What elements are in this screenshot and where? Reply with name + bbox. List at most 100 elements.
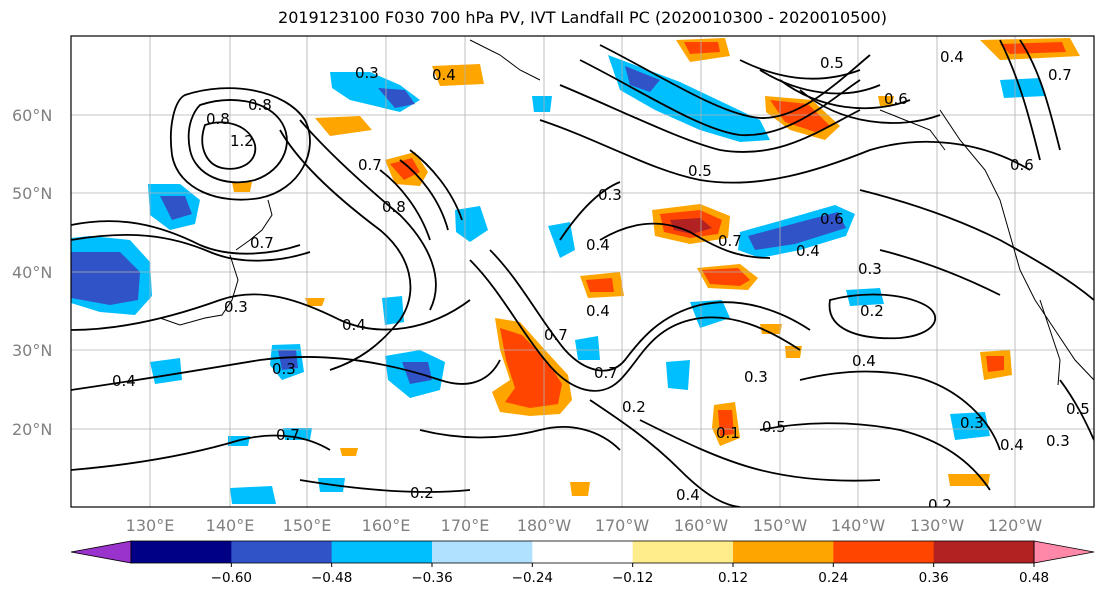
- positive-anomaly-blob: [340, 448, 358, 456]
- colorbar-segment: [933, 541, 1035, 563]
- negative-anomaly-blob: [748, 212, 846, 250]
- positive-anomaly-blob: [684, 42, 720, 54]
- contour-label: 0.3: [272, 360, 296, 378]
- negative-anomaly-blob: [532, 96, 552, 112]
- lon-label: 120°W: [988, 516, 1043, 535]
- negative-anomaly-blob: [278, 350, 298, 370]
- lon-label: 150°W: [753, 516, 808, 535]
- contour-label: 0.4: [852, 352, 876, 370]
- contour-label: 0.3: [355, 64, 379, 82]
- positive-anomaly-blob: [232, 182, 252, 192]
- positive-anomaly-blob: [390, 158, 420, 180]
- colorbar-extend-high: [1033, 540, 1095, 564]
- lon-label: 170°E: [441, 516, 490, 535]
- lon-label: 140°E: [206, 516, 255, 535]
- map-background: [71, 36, 1094, 507]
- negative-anomaly-blob: [1000, 78, 1046, 98]
- negative-anomaly-blob: [455, 206, 488, 242]
- positive-anomaly-blob: [432, 64, 484, 86]
- contour-label: 0.7: [544, 326, 568, 344]
- positive-anomaly-blob: [1000, 42, 1066, 54]
- positive-anomaly-blob: [570, 482, 590, 496]
- negative-anomaly-blob: [666, 360, 690, 390]
- contour-label: 0.7: [276, 426, 300, 444]
- lat-label-20n: 20°N: [12, 420, 52, 439]
- colorbar-segment: [331, 541, 433, 563]
- contour-label: 0.8: [248, 96, 272, 114]
- contour-label: 0.7: [718, 232, 742, 250]
- colorbar-segment: [231, 541, 333, 563]
- negative-anomaly-blob: [575, 336, 600, 360]
- contour-label: 0.4: [586, 302, 610, 320]
- contour-label: 0.4: [940, 48, 964, 66]
- colorbar-outline: [130, 540, 1035, 564]
- contour-label: 0.6: [1010, 156, 1034, 174]
- negative-anomaly-blob: [846, 288, 884, 306]
- coastlines: [159, 39, 1094, 386]
- colorbar-extend-low: [70, 540, 132, 564]
- contour-label: 0.5: [820, 54, 844, 72]
- lon-label: 160°W: [674, 516, 729, 535]
- negative-anomaly-blob: [71, 252, 140, 305]
- colorbar-tick-label: 0.48: [1019, 570, 1049, 586]
- contour-label: 0.4: [586, 236, 610, 254]
- positive-anomaly-blob: [785, 346, 802, 358]
- contour-label: 0.4: [112, 372, 136, 390]
- contour-label: 0.4: [342, 316, 366, 334]
- contour-label: 0.5: [762, 418, 786, 436]
- negative-anomaly-blob: [625, 66, 660, 92]
- colorbar-segment: [532, 541, 634, 563]
- colorbar-segment: [432, 541, 533, 563]
- colorbar-tick-label: 0.12: [718, 570, 748, 586]
- contour-label: 0.5: [688, 162, 712, 180]
- positive-anomaly-blob: [670, 218, 712, 234]
- positive-anomaly-blob: [986, 356, 1004, 372]
- positive-anomaly-blob: [315, 116, 372, 136]
- contour-label: 0.2: [860, 302, 884, 320]
- colorbar-tick-label: 0.36: [919, 570, 949, 586]
- colorbar-tick-label: −0.36: [411, 570, 452, 586]
- map-title: 2019123100 F030 700 hPa PV, IVT Landfall…: [278, 8, 887, 27]
- lon-label: 140°W: [831, 516, 886, 535]
- positive-anomaly-blob: [305, 298, 325, 306]
- lon-label: 160°E: [362, 516, 411, 535]
- positive-anomaly-blob: [702, 268, 750, 286]
- contour-label: 0.7: [594, 364, 618, 382]
- contour-label: 0.6: [820, 210, 844, 228]
- lon-label: 130°W: [910, 516, 965, 535]
- contour-label: 1.2: [230, 132, 254, 150]
- negative-anomaly-blob: [230, 486, 276, 504]
- colorbar: −0.60 −0.48 −0.36 −0.24 −0.12 0.12 0.24 0.36 0.4…: [70, 540, 1095, 586]
- colorbar-tick-label: −0.12: [612, 570, 653, 586]
- colorbar-segment: [833, 541, 935, 563]
- negative-anomaly-blob: [378, 88, 415, 108]
- map-frame: [70, 35, 1095, 508]
- lat-label-50n: 50°N: [12, 184, 52, 203]
- contour-label: 0.4: [1000, 436, 1024, 454]
- negative-anomaly-blob: [690, 300, 730, 328]
- contour-label: 0.2: [622, 398, 646, 416]
- lat-label-30n: 30°N: [12, 341, 52, 360]
- lon-label: 180°W: [517, 516, 572, 535]
- contour-label: 0.2: [410, 484, 434, 502]
- longitude-labels: 130°E 140°E 150°E 160°E 170°E 180°W 170°…: [126, 516, 1043, 535]
- contour-label: 0.5: [1066, 400, 1090, 418]
- lon-label: 130°E: [126, 516, 175, 535]
- contour-label: 0.4: [796, 242, 820, 260]
- contour-label: 0.8: [382, 198, 406, 216]
- negative-anomaly-blob: [160, 196, 192, 220]
- lon-label: 150°E: [283, 516, 332, 535]
- latitude-labels: 20°N 30°N 40°N 50°N 60°N: [12, 106, 52, 439]
- contour-label: 0.3: [224, 298, 248, 316]
- negative-anomaly-blob: [382, 296, 404, 325]
- lat-label-60n: 60°N: [12, 106, 52, 125]
- contour-label: 0.6: [884, 90, 908, 108]
- lat-label-40n: 40°N: [12, 263, 52, 282]
- contour-label: 0.3: [960, 414, 984, 432]
- positive-anomaly-blob: [586, 278, 614, 292]
- contour-label: 0.8: [206, 110, 230, 128]
- contour-label: 0.3: [598, 186, 622, 204]
- lon-label: 170°W: [595, 516, 650, 535]
- negative-anomaly-blob: [950, 412, 990, 440]
